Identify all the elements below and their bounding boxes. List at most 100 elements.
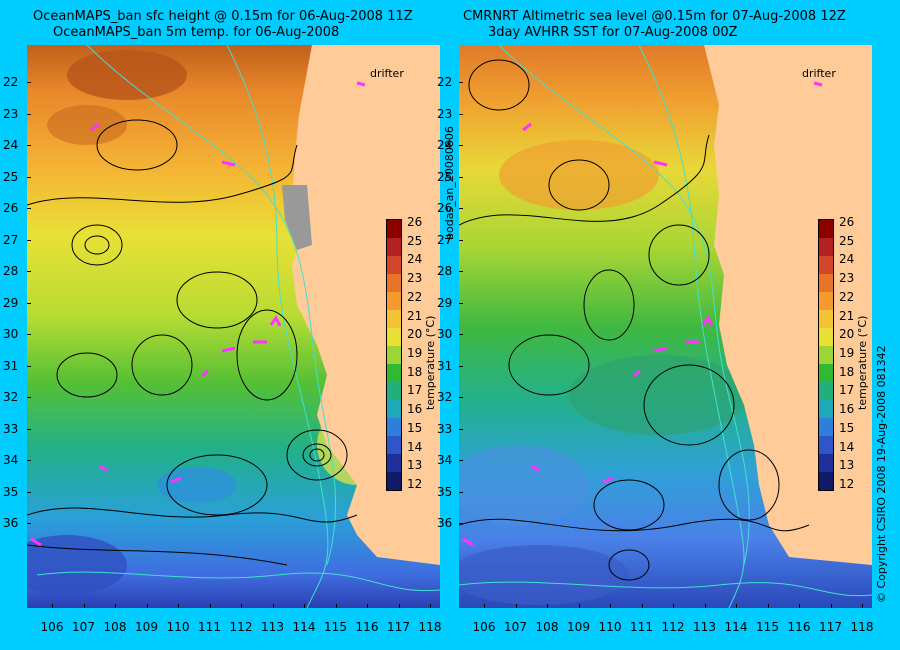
latitude-tick [459,397,463,398]
colorbar-tick-label: 22 [839,289,855,304]
longitude-tick [736,604,737,608]
latitude-tick [27,302,31,304]
colorbar-segment [819,400,833,418]
longitude-tick [610,604,611,608]
drifter-tracks [30,81,366,547]
colorbar-tick-label: 19 [407,346,423,360]
longitude-tick [304,604,305,608]
longitude-label-right: 111 [630,620,653,634]
colorbar-tick-label: 13 [839,458,855,473]
colorbar-tick-label: 20 [407,327,423,342]
colorbar-segment [819,346,833,364]
longitude-tick [704,604,706,608]
latitude-label-right: 28 [437,264,453,278]
latitude-label-left: 31 [3,358,19,373]
latitude-label-left: 34 [3,453,19,467]
colorbar-tick-label: 24 [407,252,423,267]
latitude-label-left: 29 [3,295,19,310]
latitude-label-right: 31 [437,358,453,373]
latitude-label-right: 32 [437,390,453,404]
longitude-label-left: 107 [72,620,95,634]
colorbar-tick-label: 12 [407,477,423,491]
colorbar-tick-label: 23 [407,271,423,286]
latitude-label-left: 36 [3,516,19,530]
latitude-tick [27,113,31,115]
altimetric-contours [459,59,810,581]
colorbar-segment [387,256,401,274]
longitude-tick [83,604,85,608]
latitude-tick [27,208,31,209]
copyright-label: © Copyright CSIRO 2008 19-Aug-2008 08134… [875,345,888,603]
longitude-tick [335,604,337,608]
latitude-label-left: 28 [3,264,19,278]
latitude-label-left: 23 [3,106,19,121]
latitude-tick [459,145,463,146]
latitude-tick [27,145,31,146]
longitude-label-left: 111 [198,620,221,634]
longitude-tick [830,604,832,608]
longitude-label-right: 108 [535,620,559,634]
colorbar-segment [387,400,401,418]
latitude-label-right: 26 [437,201,453,215]
latitude-label-left: 32 [3,390,19,404]
latitude-tick [27,428,31,430]
colorbar-tick-label: 16 [407,402,423,417]
longitude-label-left: 109 [135,620,158,634]
longitude-label-left: 106 [40,620,64,634]
latitude-tick [27,491,31,493]
latitude-label-left: 30 [3,327,19,341]
sea-height-contours [27,119,358,566]
latitude-tick [459,239,463,241]
colorbar-tick-label: 25 [839,233,855,248]
drifter-legend-left: drifter [370,67,404,80]
colorbar-tick-label: 24 [839,252,855,267]
colorbar-segment [387,346,401,364]
longitude-tick [515,604,517,608]
longitude-tick [367,604,368,608]
colorbar-segment [387,238,401,256]
right-title-line-1: CMRNRT Altimetric sea level @0.15m for 0… [463,9,846,24]
colorbar-tick-label: 12 [839,477,855,491]
colorbar-segment [819,220,833,238]
longitude-label-right: 110 [598,620,622,634]
latitude-label-left: 22 [3,75,19,89]
longitude-tick [52,604,53,608]
colorbar-segment [819,472,833,490]
longitude-tick [398,604,400,608]
bathymetry-contours [36,45,440,608]
colorbar-frame [386,219,402,491]
colorbar-tick-label: 26 [839,215,855,229]
longitude-label-right: 115 [756,620,779,634]
colorbar-title: temperature (°C) [856,315,869,410]
longitude-label-left: 113 [261,620,284,634]
left-map-panel [27,45,440,608]
colorbar-segment [387,472,401,490]
longitude-tick [673,604,674,608]
longitude-label-left: 117 [387,620,410,634]
latitude-label-left: 27 [3,232,19,247]
colorbar-tick-label: 21 [407,308,423,323]
latitude-tick [27,365,31,367]
longitude-label-left: 116 [355,620,379,634]
latitude-tick [27,271,31,272]
colorbar-segment [387,220,401,238]
colorbar-segment [819,328,833,346]
latitude-tick [459,271,463,272]
latitude-label-right: 35 [437,484,453,499]
colorbar-segment [819,256,833,274]
longitude-label-right: 113 [693,620,716,634]
colorbar-tick-label: 19 [839,346,855,360]
longitude-tick [115,604,116,608]
latitude-tick [27,523,31,524]
latitude-tick [459,523,463,524]
colorbar-tick-label: 15 [407,420,423,435]
longitude-tick [799,604,800,608]
colorbar-segment [387,418,401,436]
latitude-tick [459,176,463,178]
longitude-label-left: 118 [418,620,442,634]
colorbar-tick-label: 18 [839,364,855,379]
longitude-label-left: 112 [229,620,253,634]
right-title-line-2: 3day AVHRR SST for 07-Aug-2008 00Z [488,25,738,40]
colorbar-tick-label: 16 [839,402,855,417]
colorbar-tick-label: 14 [839,439,855,454]
